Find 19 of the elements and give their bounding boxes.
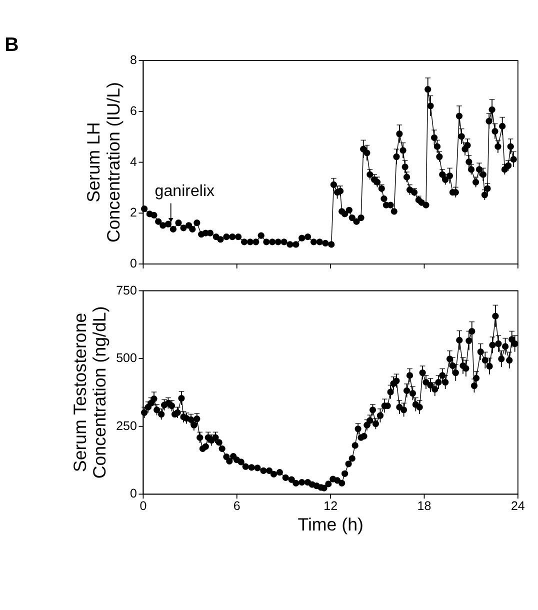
x-tick-label: 18 (417, 499, 432, 514)
x-tick-label: 12 (324, 499, 338, 514)
y-tick-label: 0 (130, 486, 137, 501)
y-tick-label: 4 (130, 154, 137, 169)
x-tick-label: 6 (233, 499, 240, 514)
y-tick-label: 0 (130, 256, 137, 271)
y-tick-label: 2 (130, 206, 137, 220)
y-tick-label: 250 (116, 418, 137, 433)
y-tick-label: 6 (130, 104, 137, 118)
x-tick-label: 0 (140, 499, 147, 514)
x-tick-label: 24 (510, 499, 525, 514)
y-tick-label: 750 (116, 283, 137, 298)
annotation: ganirelix (154, 182, 215, 200)
x-axis-title: Time (h) (298, 514, 364, 535)
y-tick-label: 500 (116, 351, 137, 366)
y-axis-title: Serum Testosterone Concentration (ng/dL) (70, 306, 110, 479)
chart-title: B (4, 34, 19, 56)
y-axis-title: Serum LH Concentration (IU/L) (84, 82, 124, 243)
y-tick-label: 8 (130, 53, 137, 68)
